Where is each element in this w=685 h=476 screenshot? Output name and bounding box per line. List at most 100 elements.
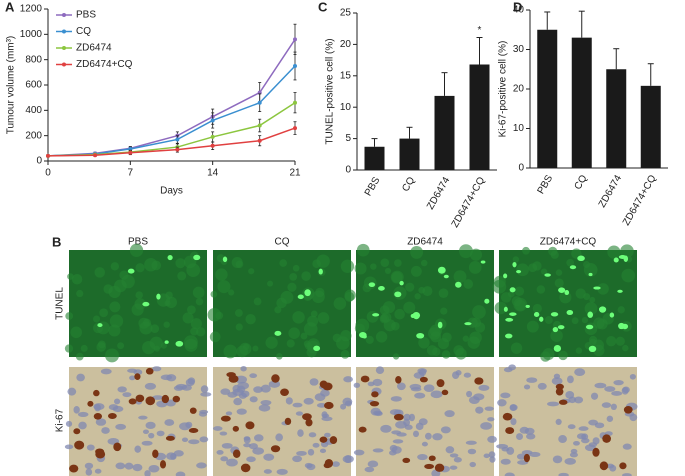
y-tick-label: 1200 xyxy=(20,4,43,15)
cell-texture xyxy=(440,307,448,315)
y-tick-label: 0 xyxy=(36,156,42,167)
nucleus xyxy=(225,411,233,416)
cell-texture xyxy=(209,331,221,343)
nucleus xyxy=(236,408,247,415)
micrograph xyxy=(212,365,354,476)
ki67-nucleus xyxy=(69,464,79,473)
row-label: Ki-67 xyxy=(55,408,66,432)
nucleus xyxy=(220,388,231,395)
y-tick-label: 1000 xyxy=(20,29,43,40)
ki67-nucleus xyxy=(73,428,81,435)
cell-texture xyxy=(149,336,163,350)
nucleus xyxy=(173,450,184,457)
tunel-cell xyxy=(222,256,228,263)
legend-label: ZD6474+CQ xyxy=(76,59,133,70)
tunel-cell xyxy=(525,304,530,308)
nucleus xyxy=(423,384,435,392)
cell-texture xyxy=(110,262,120,271)
cell-texture xyxy=(514,299,526,311)
nucleus xyxy=(185,378,195,387)
ki67-nucleus xyxy=(93,413,103,420)
cell-texture xyxy=(617,306,625,314)
ki67-nucleus xyxy=(360,375,370,383)
cell-texture xyxy=(370,263,377,270)
ki67-nucleus xyxy=(245,421,255,430)
cell-texture xyxy=(391,271,403,283)
cell-texture xyxy=(427,327,441,340)
ki67-nucleus xyxy=(189,407,197,414)
nucleus xyxy=(240,365,247,372)
x-tick-label: 21 xyxy=(289,168,301,179)
cell-texture xyxy=(472,305,486,319)
cell-texture xyxy=(196,327,206,337)
cell-texture xyxy=(584,302,598,316)
nucleus xyxy=(558,435,567,443)
cell-texture xyxy=(288,327,300,339)
cell-texture xyxy=(300,332,308,340)
cell-texture xyxy=(418,286,426,294)
ki67-nucleus xyxy=(305,418,313,427)
y-tick-label: 600 xyxy=(25,80,42,91)
nucleus xyxy=(444,410,455,418)
ki67-nucleus xyxy=(434,463,445,472)
tunel-cell xyxy=(503,273,508,279)
nucleus xyxy=(574,368,586,376)
cell-texture xyxy=(301,271,311,281)
point xyxy=(210,134,215,139)
y-tick-label: 25 xyxy=(340,8,352,19)
tunel-cell xyxy=(164,340,169,344)
tunel-cell xyxy=(318,268,323,275)
column-label: ZD6474+CQ xyxy=(540,237,597,248)
nucleus xyxy=(449,453,459,458)
nucleus xyxy=(526,433,536,440)
nucleus xyxy=(594,422,605,429)
nucleus xyxy=(148,432,155,439)
cell-texture xyxy=(340,259,355,274)
nucleus xyxy=(611,391,623,396)
nucleus xyxy=(604,386,616,392)
nucleus xyxy=(449,465,458,470)
nucleus xyxy=(629,373,636,380)
ki67-nucleus xyxy=(402,457,411,464)
nucleus xyxy=(115,462,126,470)
nucleus xyxy=(497,399,507,407)
nucleus xyxy=(404,424,413,430)
x-tick-label: ZD6474+CQ xyxy=(621,173,659,228)
cell-texture xyxy=(344,291,355,302)
nucleus xyxy=(408,413,415,422)
cell-texture xyxy=(183,335,198,350)
ki67-nucleus xyxy=(599,461,609,471)
ki67-nucleus xyxy=(161,394,170,404)
nucleus xyxy=(432,433,443,441)
nucleus xyxy=(578,426,589,431)
nucleus xyxy=(64,444,74,450)
ki67-nucleus xyxy=(165,435,175,441)
ki67-nucleus xyxy=(319,436,328,443)
cell-texture xyxy=(215,268,228,281)
cell-texture xyxy=(163,321,170,328)
cell-texture xyxy=(512,256,520,263)
nucleus xyxy=(260,384,271,393)
legend-marker xyxy=(62,13,66,17)
x-tick-label: PBS xyxy=(363,175,383,198)
nucleus xyxy=(553,373,561,379)
nucleus xyxy=(78,421,87,430)
nucleus xyxy=(220,456,229,462)
nucleus xyxy=(389,409,402,416)
nucleus xyxy=(524,427,535,435)
cell-texture xyxy=(394,259,402,267)
cell-texture xyxy=(177,271,187,281)
bar xyxy=(469,64,490,170)
nucleus xyxy=(413,372,425,379)
cell-texture xyxy=(536,285,546,294)
nucleus xyxy=(132,463,143,472)
cell-texture xyxy=(621,268,636,283)
nucleus xyxy=(320,389,330,397)
nucleus xyxy=(226,458,238,467)
cell-texture xyxy=(94,267,106,278)
cell-texture xyxy=(365,335,374,345)
cell-texture xyxy=(317,312,330,324)
cell-texture xyxy=(65,312,74,320)
nucleus xyxy=(86,444,95,451)
nucleus xyxy=(573,440,580,446)
